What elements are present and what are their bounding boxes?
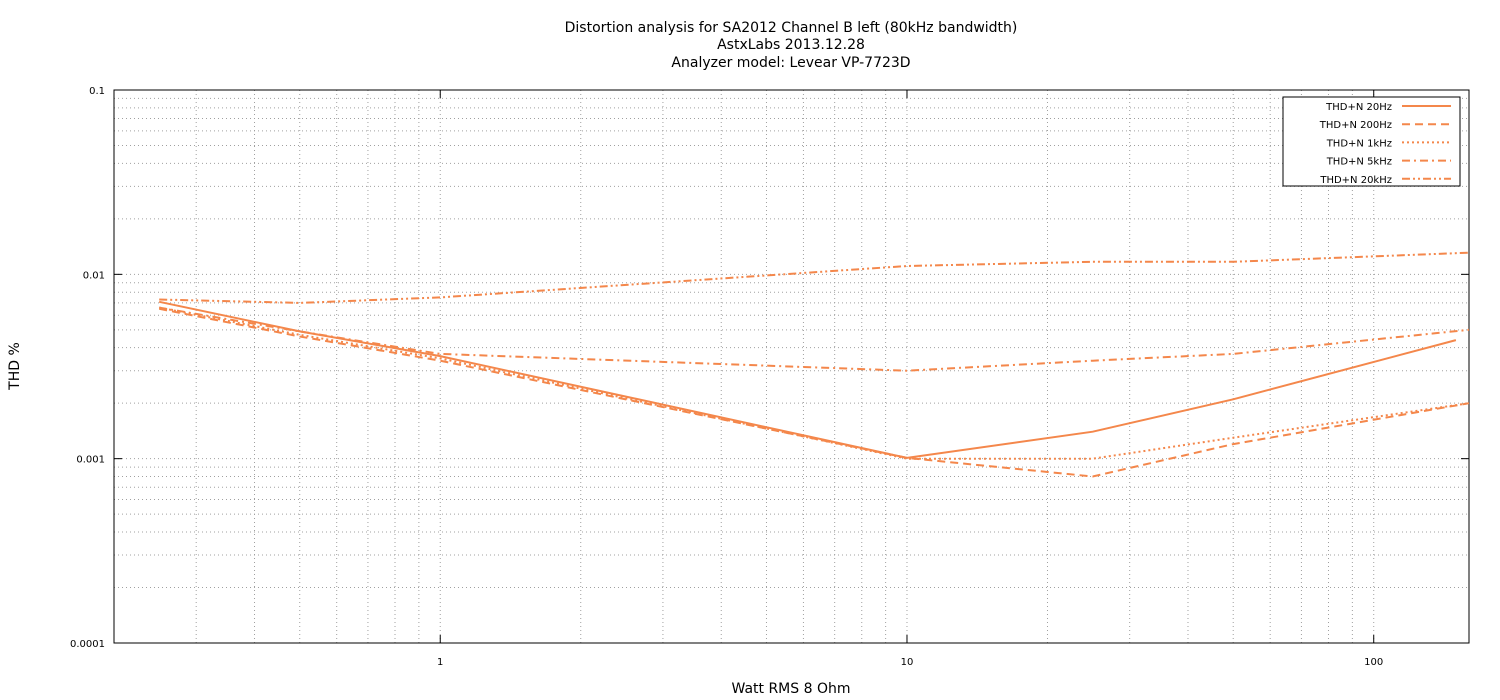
- legend-label-3: THD+N 5kHz: [1326, 157, 1392, 168]
- y-tick-label: 0.0001: [70, 639, 105, 650]
- legend-label-4: THD+N 20kHz: [1319, 175, 1392, 186]
- y-tick-label: 0.001: [76, 455, 105, 466]
- legend: THD+N 20Hz THD+N 200Hz THD+N 1kHz THD+N 5kH…: [1282, 96, 1461, 187]
- x-tick-label: 1: [437, 657, 443, 668]
- plot-frame: [113, 89, 1470, 644]
- series-line-1: [159, 307, 1470, 478]
- legend-label-0: THD+N 20Hz: [1325, 102, 1392, 113]
- y-axis-label: THD %: [7, 342, 23, 391]
- x-tick-label: 10: [901, 657, 914, 668]
- x-axis-label: Watt RMS 8 Ohm: [732, 681, 851, 697]
- axis-ticks: 1 10 100 0.0001 0.001 0.01 0.1: [70, 86, 1469, 668]
- series-line-3: [159, 306, 1470, 372]
- chart-title-line-2: AstxLabs 2013.12.28: [717, 37, 865, 53]
- series-line-0: [158, 300, 1457, 459]
- series-line-2: [159, 306, 1470, 460]
- y-tick-label: 0.01: [83, 270, 105, 281]
- chart-title-line-1: Distortion analysis for SA2012 Channel B…: [565, 20, 1018, 36]
- y-tick-label: 0.1: [89, 86, 105, 97]
- legend-label-1: THD+N 200Hz: [1319, 120, 1392, 131]
- series-line-4: [159, 251, 1470, 304]
- legend-box: [1282, 96, 1461, 187]
- chart-title-line-3: Analyzer model: Levear VP-7723D: [671, 55, 910, 71]
- legend-label-2: THD+N 1kHz: [1326, 138, 1392, 149]
- x-tick-label: 100: [1364, 657, 1383, 668]
- series-lines: [158, 251, 1470, 478]
